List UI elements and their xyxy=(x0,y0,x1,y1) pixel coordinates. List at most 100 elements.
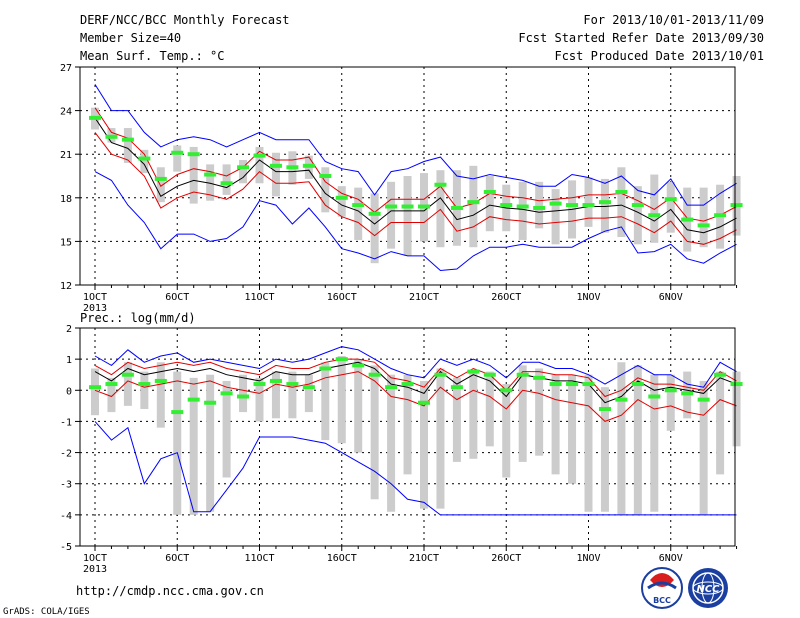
observation-marker xyxy=(335,195,348,200)
observation-marker xyxy=(598,200,611,205)
observation-marker xyxy=(187,152,200,157)
spread-box xyxy=(189,377,198,515)
spread-box xyxy=(732,371,741,447)
temperature-panel: 12 15 18 21 24 27 1OCT 6OCT 11OCT 16OCT 21OCT 26OCT… xyxy=(60,63,743,314)
spread-box xyxy=(123,362,132,406)
spread-box xyxy=(255,377,264,422)
observation-marker xyxy=(418,204,430,209)
x-tick-label: 1OCT xyxy=(83,553,107,564)
source-url[interactable]: http://cmdp.ncc.cma.gov.cn xyxy=(76,584,264,598)
x-year-label: 2013 xyxy=(83,303,107,314)
x-tick-label: 16OCT xyxy=(327,553,357,564)
spread-box xyxy=(222,380,231,478)
observation-marker xyxy=(105,382,118,387)
observation-marker xyxy=(730,203,743,208)
observation-marker xyxy=(631,203,644,208)
spread-box xyxy=(189,146,198,204)
x-tick-label: 6NOV xyxy=(659,292,683,303)
y-tick-label: -5 xyxy=(60,542,72,553)
observation-marker xyxy=(352,363,365,368)
spread-box xyxy=(551,374,560,475)
observation-marker xyxy=(385,385,398,390)
observation-marker xyxy=(220,391,233,396)
fcst-produced-date: Fcst Produced Date 2013/10/01 xyxy=(554,49,764,63)
observation-marker xyxy=(648,213,661,218)
y-tick-label: 12 xyxy=(60,281,72,292)
observation-marker xyxy=(714,372,727,377)
spread-box xyxy=(420,380,428,509)
x-tick-label: 1OCT xyxy=(83,292,107,303)
ncc-logo-text: NCC xyxy=(696,584,720,595)
observation-marker xyxy=(269,163,282,168)
x-tick-label: 21OCT xyxy=(409,292,439,303)
observation-marker xyxy=(89,115,101,120)
spread-box xyxy=(650,174,659,243)
x-year-label: 2013 xyxy=(83,564,107,575)
y-tick-label: 0 xyxy=(66,386,72,397)
observation-marker xyxy=(483,189,496,194)
observation-marker xyxy=(549,201,562,206)
spread-box xyxy=(568,374,577,484)
observation-marker xyxy=(549,382,562,387)
spread-box xyxy=(551,189,560,245)
spread-box xyxy=(123,128,132,163)
spread-box xyxy=(206,164,215,201)
spread-box xyxy=(304,374,313,413)
observation-marker xyxy=(483,372,496,377)
x-tick-label: 26OCT xyxy=(491,292,521,303)
chart-title: DERF/NCC/BCC Monthly Forecast xyxy=(80,13,290,27)
observation-marker xyxy=(286,382,299,387)
observation-marker xyxy=(368,211,381,216)
spread-box xyxy=(666,181,675,233)
x-tick-label: 6OCT xyxy=(165,292,189,303)
observation-marker xyxy=(237,394,250,399)
observation-marker xyxy=(220,181,233,186)
observation-marker xyxy=(681,217,694,222)
spread-box xyxy=(633,365,642,515)
lower-spread-line xyxy=(94,371,737,422)
bcc-logo-icon: BCC xyxy=(641,567,683,609)
spread-box xyxy=(633,186,642,245)
y-tick-label: 21 xyxy=(60,150,72,161)
max-line xyxy=(94,346,737,388)
spread-box xyxy=(271,371,280,419)
observation-marker xyxy=(171,410,184,415)
observation-marker xyxy=(664,388,677,393)
observation-marker xyxy=(319,366,332,371)
grads-credit: GrADS: COLA/IGES xyxy=(3,607,90,617)
observation-marker xyxy=(533,205,546,210)
observation-marker xyxy=(500,203,513,208)
y-tick-label: 24 xyxy=(60,107,72,118)
y-tick-label: 18 xyxy=(60,194,72,205)
observation-marker xyxy=(302,385,315,390)
y-tick-label: -4 xyxy=(60,511,72,522)
upper-spread-line xyxy=(94,107,737,222)
observation-marker xyxy=(434,372,447,377)
observation-marker xyxy=(533,375,546,380)
spread-box xyxy=(699,187,708,248)
spread-box xyxy=(156,362,165,428)
spread-box xyxy=(354,359,363,453)
observation-marker xyxy=(253,382,266,387)
spread-box xyxy=(666,374,675,431)
observation-marker xyxy=(138,156,151,161)
spread-box xyxy=(452,377,461,462)
spread-box xyxy=(370,365,379,500)
ncc-logo-icon: NCC xyxy=(688,568,728,608)
spread-box xyxy=(535,181,544,229)
observation-marker xyxy=(121,137,134,142)
spread-box xyxy=(321,167,330,213)
observation-marker xyxy=(697,223,710,228)
y-tick-label: 2 xyxy=(66,324,72,335)
observation-marker xyxy=(615,189,628,194)
observation-marker xyxy=(401,204,414,209)
observation-marker xyxy=(335,357,348,362)
observation-marker xyxy=(566,382,579,387)
spread-box xyxy=(403,176,412,256)
observation-marker xyxy=(368,372,381,377)
max-line xyxy=(94,84,737,206)
spread-box xyxy=(337,186,346,217)
observation-marker xyxy=(631,382,644,387)
spread-box xyxy=(321,362,330,441)
observation-marker xyxy=(138,382,151,387)
